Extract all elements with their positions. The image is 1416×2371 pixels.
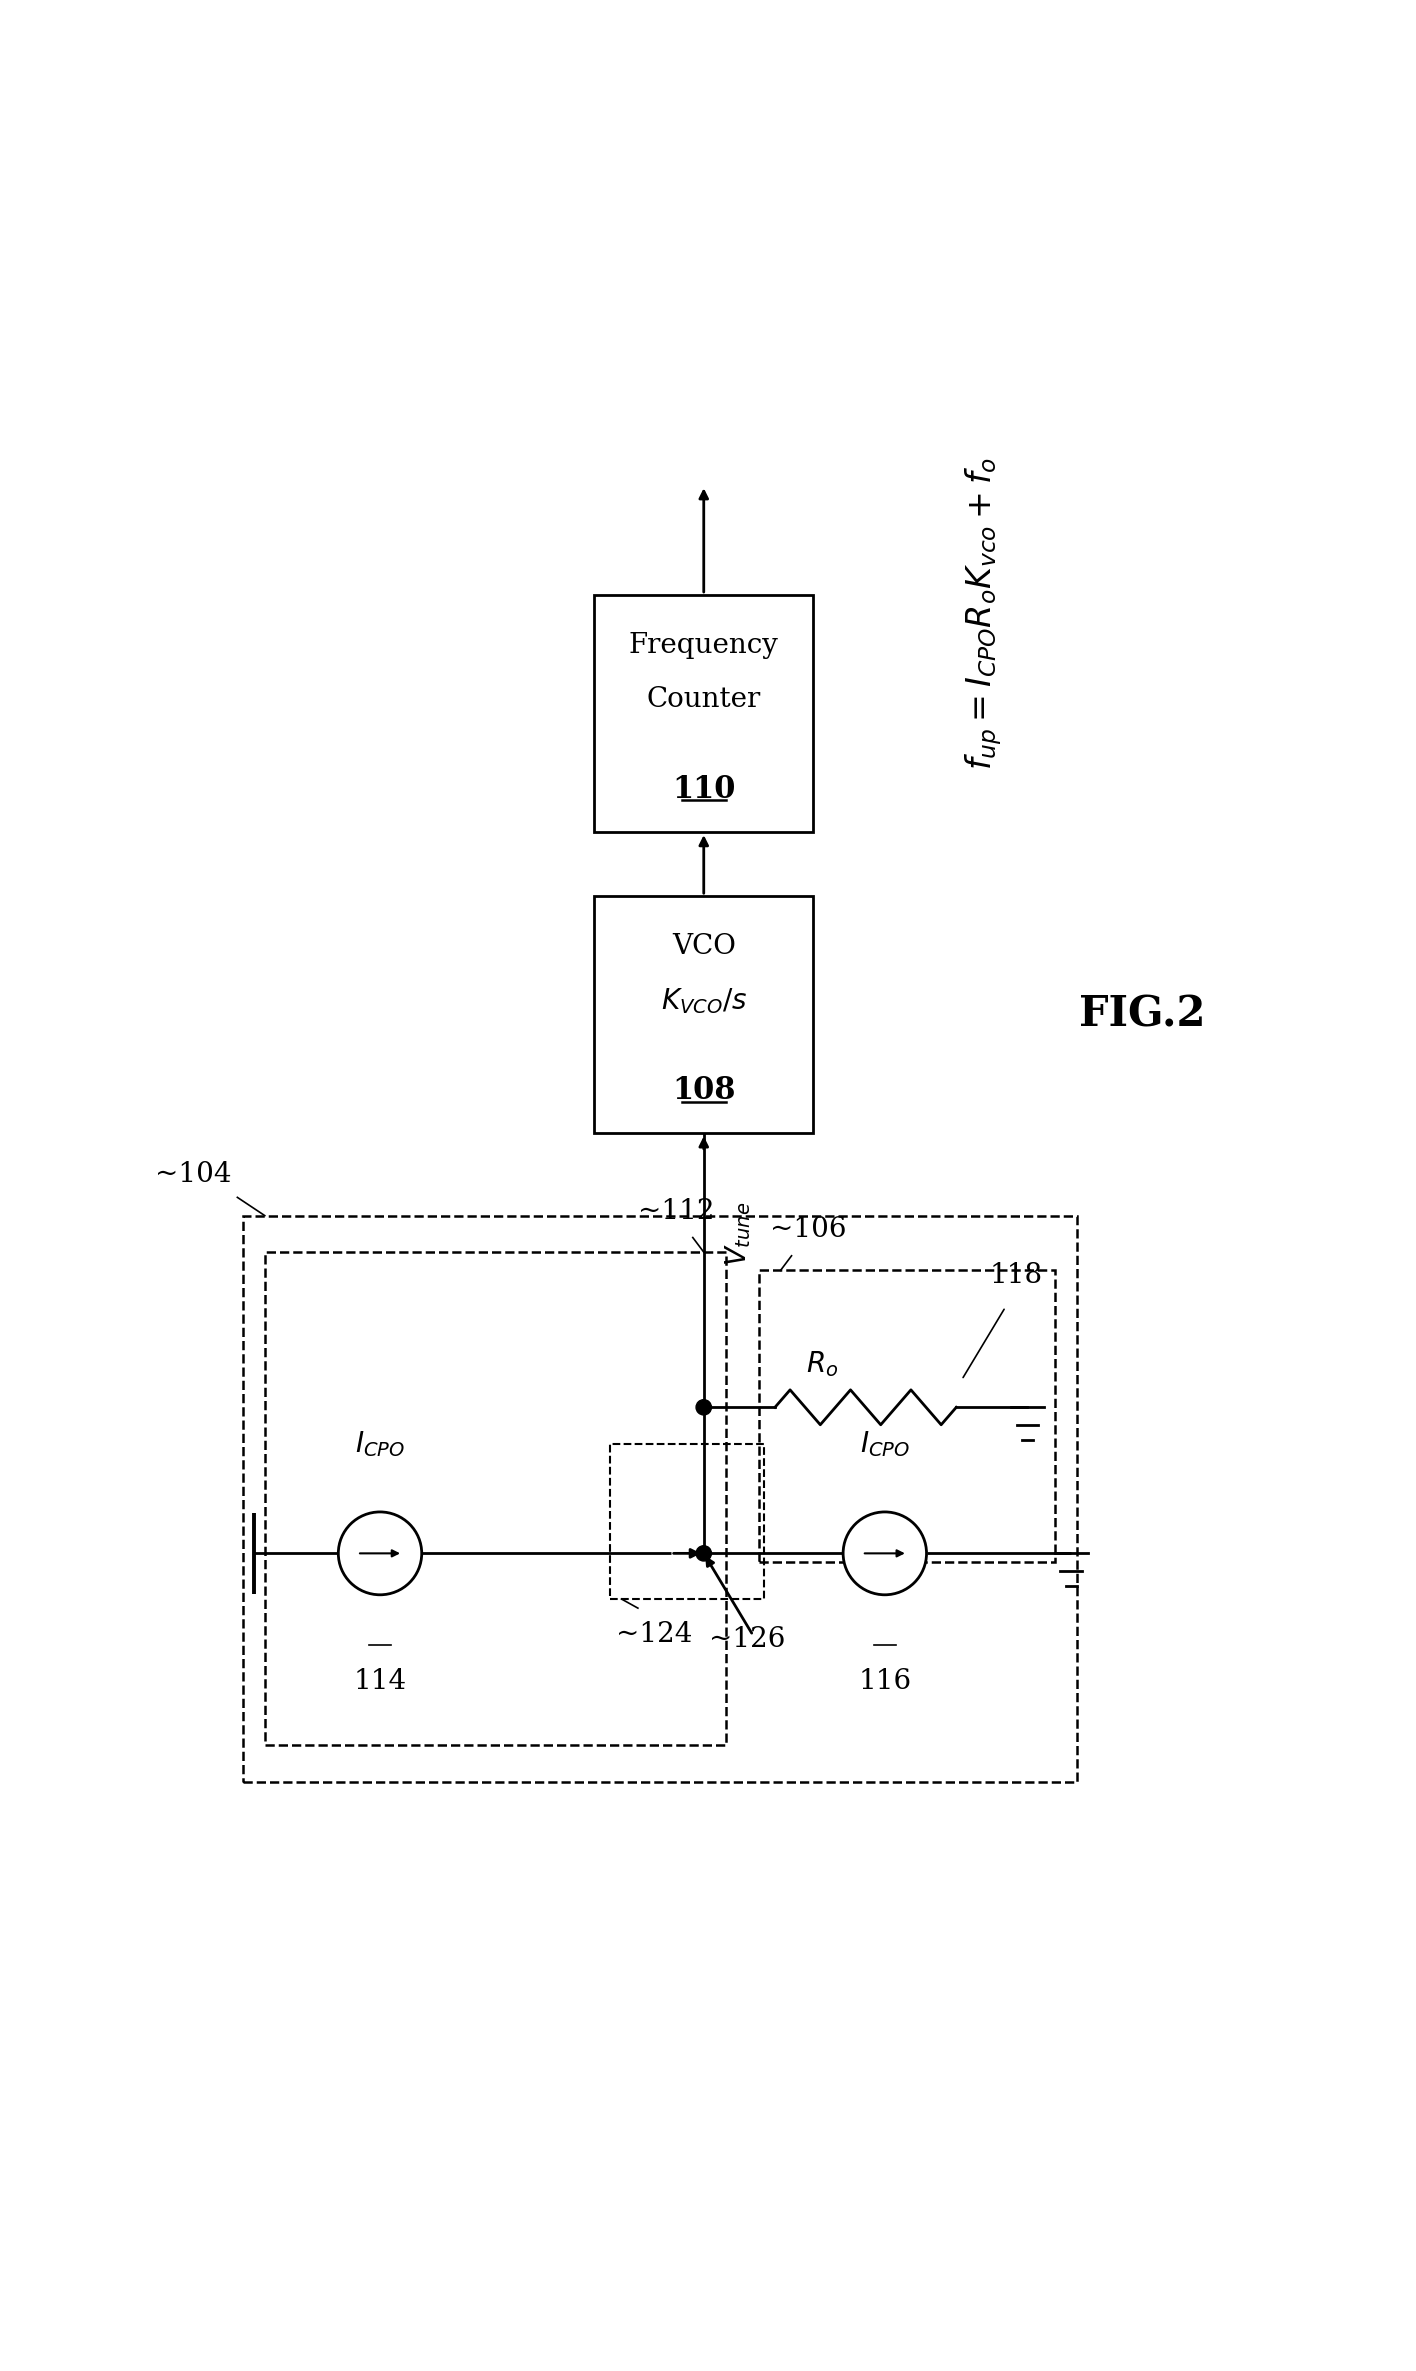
Text: 118: 118 bbox=[990, 1261, 1044, 1290]
Bar bbox=[595, 595, 814, 832]
Text: ~112: ~112 bbox=[639, 1197, 715, 1226]
Text: 114: 114 bbox=[354, 1669, 406, 1695]
Bar bbox=[265, 1252, 726, 1745]
Text: 110: 110 bbox=[673, 773, 735, 806]
Text: ~104: ~104 bbox=[156, 1162, 232, 1188]
Text: Counter: Counter bbox=[647, 685, 760, 714]
Bar bbox=[759, 1271, 1055, 1562]
Text: $f_{up}=I_{CPO}R_oK_{vco}+f_o$: $f_{up}=I_{CPO}R_oK_{vco}+f_o$ bbox=[963, 458, 1004, 771]
Bar bbox=[244, 1216, 1078, 1781]
Text: $I_{CPO}$: $I_{CPO}$ bbox=[355, 1430, 405, 1458]
Text: VCO: VCO bbox=[671, 932, 736, 960]
Ellipse shape bbox=[843, 1513, 926, 1596]
Text: 108: 108 bbox=[673, 1074, 735, 1107]
Circle shape bbox=[697, 1399, 711, 1415]
Text: Frequency: Frequency bbox=[629, 631, 779, 659]
Text: ~126: ~126 bbox=[709, 1627, 786, 1653]
Text: 116: 116 bbox=[858, 1669, 912, 1695]
Bar bbox=[595, 896, 814, 1133]
Text: FIG.2: FIG.2 bbox=[1079, 993, 1206, 1036]
Text: $K_{VCO}/s$: $K_{VCO}/s$ bbox=[661, 986, 746, 1017]
Text: $V_{tune}$: $V_{tune}$ bbox=[724, 1202, 753, 1266]
Text: $R_o$: $R_o$ bbox=[806, 1349, 838, 1380]
Circle shape bbox=[697, 1546, 711, 1560]
Text: ~106: ~106 bbox=[770, 1216, 847, 1242]
Text: ~124: ~124 bbox=[616, 1622, 692, 1648]
Text: $I_{CPO}$: $I_{CPO}$ bbox=[860, 1430, 910, 1458]
Bar bbox=[610, 1444, 765, 1598]
Ellipse shape bbox=[338, 1513, 422, 1596]
